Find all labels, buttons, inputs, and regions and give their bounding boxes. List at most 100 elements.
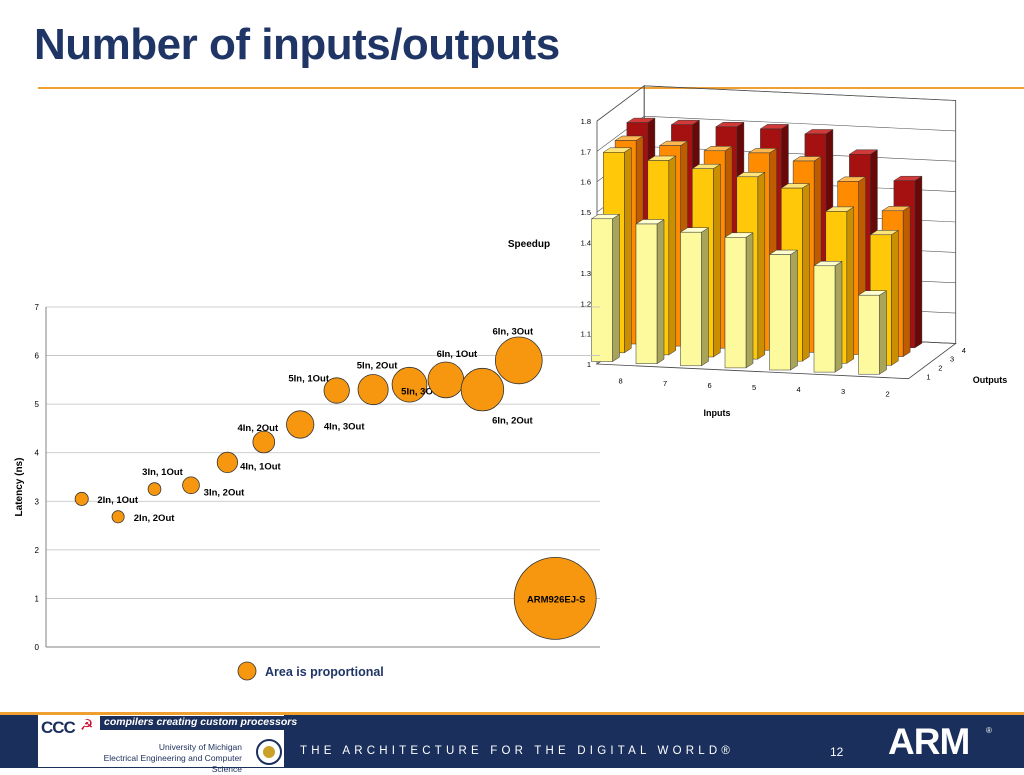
bar-3d — [635, 219, 665, 365]
bar-side-face — [668, 155, 677, 356]
bubble-point — [357, 374, 389, 406]
bar-3d — [590, 213, 621, 363]
bar-chart-depth-tick-label: 1 — [926, 372, 930, 381]
bubble-chart-y-tick-label: 7 — [35, 303, 40, 312]
bubble-legend-text: Area is proportional — [265, 665, 384, 679]
hammer-sickle-icon: ☭ — [80, 717, 94, 734]
bubble-chart-y-axis-title: Latency (ns) — [14, 458, 25, 517]
bar-front-face — [813, 265, 836, 373]
bubble-data-label: ARM926EJ-S — [527, 594, 586, 605]
bubble-point — [147, 482, 162, 496]
bubble-point — [460, 367, 505, 412]
bubble-point — [513, 557, 597, 640]
latency-bubble-chart: 0 1 2 3 4 5 6 7 Latency (ns) 2In, 1Out 2In, 2Out 3I… — [14, 303, 600, 681]
bubble-chart-y-tick-label: 1 — [35, 594, 40, 603]
bar-chart-y-tick-label: 1.6 — [581, 178, 591, 187]
bubble-point — [427, 361, 465, 399]
bar-chart-depth-tick-label: 4 — [962, 346, 966, 355]
bar-side-face — [846, 206, 855, 364]
bar-side-face — [879, 290, 887, 375]
bubble-point — [323, 377, 350, 404]
bubble-data-label: 2In, 1Out — [97, 495, 138, 506]
bar-chart-y-tick-label: 1.8 — [581, 117, 591, 126]
bar-chart-y-tick-label: 1 — [587, 360, 591, 369]
bubble-point — [286, 410, 315, 439]
bubble-data-label: 4In, 3Out — [324, 422, 365, 433]
bar-chart-gridline — [596, 85, 956, 122]
bar-chart-x-tick-label: 8 — [619, 377, 623, 386]
bar-side-face — [701, 227, 709, 367]
bar-front-face — [858, 294, 880, 375]
bar-side-face — [891, 229, 899, 366]
bar-side-face — [914, 175, 923, 349]
bubble-data-label: 5In, 3Out — [401, 387, 442, 398]
bubble-point — [111, 510, 125, 524]
bar-chart-x-tick-label: 4 — [797, 385, 801, 394]
bubble-chart-y-tick-label: 3 — [35, 497, 40, 506]
bar-chart-y-tick-label: 1.4 — [581, 239, 591, 248]
bubble-point — [74, 491, 89, 506]
bar-3d — [724, 232, 754, 369]
bar-front-face — [680, 231, 702, 367]
bar-chart-x-tick-label: 2 — [886, 389, 890, 398]
bar-chart-depth-axis-title: Outputs — [973, 375, 1008, 385]
bubble-chart-y-tick-label: 2 — [35, 546, 40, 555]
bubble-chart-y-tick-label: 5 — [35, 400, 40, 409]
bar-side-face — [757, 171, 766, 360]
bar-3d — [857, 290, 888, 375]
bar-3d — [679, 227, 710, 367]
bubble-data-label: 6In, 2Out — [492, 416, 533, 427]
bar-chart-y-axis-title: Speedup — [508, 239, 550, 250]
bubble-data-label: 3In, 1Out — [142, 467, 183, 478]
bar-chart-gridline — [596, 115, 956, 152]
bubble-point — [494, 336, 543, 385]
university-credit: University of Michigan Electrical Engine… — [100, 742, 242, 775]
bar-side-face — [834, 260, 843, 373]
bubble-data-label: 5In, 1Out — [288, 374, 329, 385]
bubble-chart-y-tick-label: 4 — [35, 449, 40, 458]
bar-side-face — [624, 147, 632, 354]
bubble-data-label: 3In, 2Out — [204, 487, 245, 498]
bubble-data-label: 2In, 2Out — [134, 513, 175, 524]
ccc-logo: CCC — [41, 718, 76, 737]
bar-chart-x-tick-label: 6 — [708, 381, 712, 390]
bubble-data-label: 4In, 2Out — [237, 423, 278, 434]
bubble-data-label: 6In, 3Out — [492, 326, 533, 337]
bubble-legend-marker — [237, 661, 257, 681]
bar-chart-x-tick-label: 3 — [841, 387, 845, 396]
bubble-chart-y-tick-label: 0 — [35, 643, 40, 652]
bar-chart-x-tick-label: 7 — [663, 379, 667, 388]
bar-side-face — [902, 205, 911, 358]
arm-registered-mark: ® — [986, 726, 992, 735]
seal-center-icon — [263, 746, 275, 758]
ccc-tagline: compilers creating custom processors — [104, 716, 298, 728]
university-seal-icon — [256, 739, 282, 765]
bar-side-face — [656, 219, 665, 365]
footer-accent-line — [0, 712, 1024, 715]
bubble-chart-y-tick-label: 6 — [35, 352, 40, 361]
bar-side-face — [745, 232, 754, 369]
bar-3d — [768, 249, 799, 371]
university-name: University of Michigan — [158, 742, 242, 752]
bar-chart-y-tick-label: 1.5 — [581, 208, 591, 217]
bar-front-face — [635, 223, 658, 364]
page-number: 12 — [830, 745, 844, 759]
bar-front-face — [769, 254, 791, 371]
arm-banner: THE ARCHITECTURE FOR THE DIGITAL WORLD® — [300, 745, 735, 757]
bubble-data-label: 5In, 2Out — [357, 361, 398, 372]
tagline-strip — [100, 716, 284, 730]
arm-logo: ARM — [888, 721, 970, 762]
bubble-point — [182, 476, 200, 495]
title-divider — [38, 87, 1024, 89]
bar-side-face — [713, 163, 721, 358]
bar-chart-y-tick-label: 1.2 — [581, 299, 591, 308]
bar-side-face — [612, 213, 620, 363]
charts-canvas: 11.11.21.31.41.51.61.71.88 7 6 5 4 3 21234Inpu… — [14, 85, 1008, 681]
bar-side-face — [790, 249, 798, 371]
slide-title: Number of inputs/outputs — [34, 20, 560, 69]
bubble-point — [391, 366, 428, 403]
bubble-data-label: 6In, 1Out — [437, 349, 478, 360]
bar-chart-x-tick-label: 5 — [752, 383, 756, 392]
bar-chart-y-tick-label: 1.3 — [581, 269, 591, 278]
bubble-point — [252, 430, 276, 454]
